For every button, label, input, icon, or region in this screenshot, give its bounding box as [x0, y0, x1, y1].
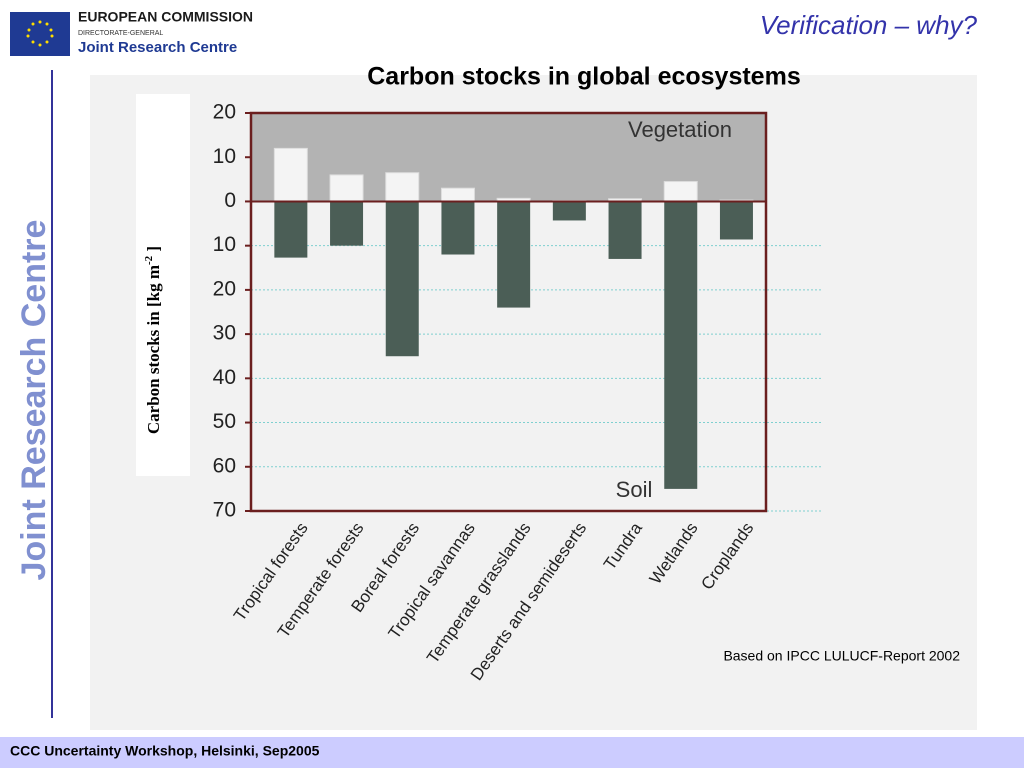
- y-tick-label: 20: [213, 277, 236, 300]
- bar: [329, 174, 364, 202]
- y-tick-label: 10: [213, 233, 236, 256]
- bar: [440, 187, 475, 202]
- y-axis-label: Carbon stocks in [kg m-2 ]: [143, 246, 163, 434]
- dg-name: DIRECTORATE-GENERAL: [78, 30, 163, 37]
- bar: [330, 201, 364, 246]
- bar: [441, 201, 475, 255]
- bar: [274, 201, 308, 258]
- y-tick-label: 30: [213, 322, 236, 345]
- y-tick-label: 20: [213, 101, 236, 124]
- plot-frame: [249, 111, 768, 513]
- bar: [663, 181, 698, 202]
- org-name: EUROPEAN COMMISSION: [78, 9, 253, 25]
- eu-stars: [26, 20, 54, 47]
- series-label: Soil: [616, 477, 653, 502]
- y-label-text: Carbon stocks in [kg m: [144, 265, 163, 434]
- centre-name: Joint Research Centre: [78, 39, 237, 56]
- bar: [385, 201, 419, 357]
- bar: [664, 201, 698, 489]
- bar: [552, 201, 586, 221]
- y-label-end: ]: [144, 246, 163, 256]
- chart-title: Carbon stocks in global ecosystems: [367, 63, 800, 91]
- y-tick-label: 50: [213, 410, 236, 433]
- footer-text: CCC Uncertainty Workshop, Helsinki, Sep2…: [10, 743, 320, 759]
- y-tick-label: 60: [213, 454, 236, 477]
- y-tick-label: 0: [224, 189, 236, 212]
- y-label-box: [136, 94, 190, 476]
- eu-logo: [10, 12, 70, 56]
- y-tick-label: 10: [213, 145, 236, 168]
- footer-band: [0, 737, 1024, 768]
- y-tick-label: 70: [213, 499, 236, 522]
- bar: [497, 201, 531, 308]
- series-label: Vegetation: [628, 117, 732, 142]
- bar: [608, 201, 642, 259]
- y-label-sup: -2: [143, 255, 155, 265]
- side-text: Joint Research Centre: [15, 220, 53, 581]
- source-note: Based on IPCC LULUCF-Report 2002: [723, 648, 960, 664]
- slide-title: Verification – why?: [760, 10, 978, 40]
- bar: [385, 172, 420, 202]
- bar: [719, 201, 753, 240]
- bar: [273, 147, 308, 202]
- y-tick-label: 40: [213, 366, 236, 389]
